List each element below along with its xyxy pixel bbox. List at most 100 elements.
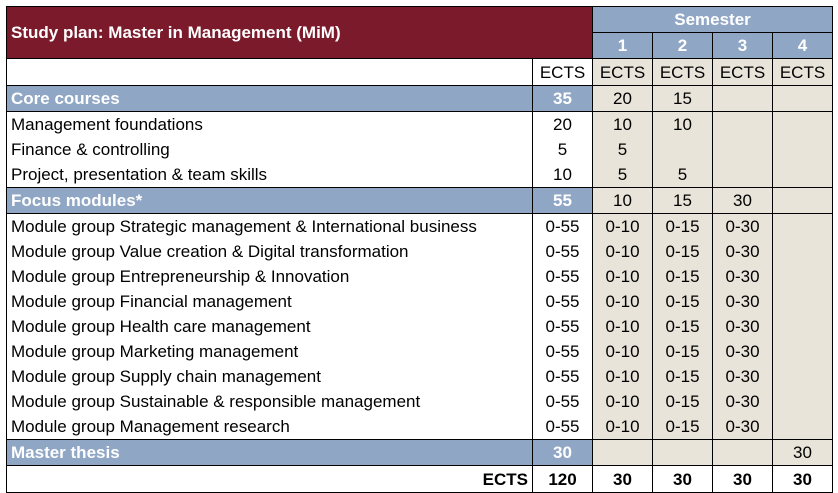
row-ects: 0-55: [531, 364, 594, 389]
row-semester-4: [772, 213, 834, 239]
row-label: Module group Value creation & Digital tr…: [6, 239, 533, 264]
row-ects: 0-55: [531, 339, 594, 364]
row-ects: 30: [531, 439, 594, 466]
row-semester-2: 0-15: [652, 339, 714, 364]
row-label: Module group Sustainable & responsible m…: [6, 389, 533, 414]
row-semester-3: 0-30: [712, 339, 774, 364]
table-row: Module group Value creation & Digital tr…: [6, 239, 834, 264]
row-semester-2: 0-15: [652, 389, 714, 414]
row-label: Module group Marketing management: [6, 339, 533, 364]
row-semester-4: [772, 314, 834, 339]
row-semester-1: 10: [592, 111, 654, 137]
row-label: Finance & controlling: [6, 137, 533, 162]
section-row: Focus modules* 55 10 15 30: [6, 187, 834, 214]
row-ects: 0-55: [531, 414, 594, 440]
empty-header-cell: [6, 58, 533, 86]
row-semester-4: [772, 137, 834, 162]
total-semester-1: 30: [592, 465, 654, 493]
ects-sem-header: ECTS: [772, 58, 834, 86]
row-semester-2: 15: [652, 85, 714, 112]
row-label: Core courses: [6, 85, 533, 112]
row-semester-1: 20: [592, 85, 654, 112]
row-semester-2: 0-15: [652, 364, 714, 389]
row-label: Module group Health care management: [6, 314, 533, 339]
row-semester-4: [772, 339, 834, 364]
row-semester-2: 0-15: [652, 289, 714, 314]
row-semester-4: [772, 187, 834, 214]
row-semester-2: [652, 137, 714, 162]
row-semester-2: 10: [652, 111, 714, 137]
row-semester-3: 0-30: [712, 239, 774, 264]
row-label: Module group Financial management: [6, 289, 533, 314]
section-row: Core courses 35 20 15: [6, 85, 834, 112]
row-semester-1: 0-10: [592, 414, 654, 440]
row-semester-3: 30: [712, 187, 774, 214]
row-semester-4: [772, 111, 834, 137]
row-semester-1: 0-10: [592, 239, 654, 264]
study-plan-table: Study plan: Master in Management (MiM) S…: [5, 6, 834, 493]
row-label: Master thesis: [6, 439, 533, 466]
row-semester-1: 0-10: [592, 314, 654, 339]
row-semester-2: 5: [652, 162, 714, 188]
row-label: Module group Management research: [6, 414, 533, 440]
row-semester-2: 15: [652, 187, 714, 214]
row-semester-4: [772, 264, 834, 289]
row-ects: 0-55: [531, 289, 594, 314]
row-semester-1: 0-10: [592, 213, 654, 239]
row-semester-3: [712, 85, 774, 112]
row-label: Module group Supply chain management: [6, 364, 533, 389]
row-label: Management foundations: [6, 111, 533, 137]
row-ects: 0-55: [531, 389, 594, 414]
row-semester-1: 0-10: [592, 339, 654, 364]
row-semester-2: 0-15: [652, 264, 714, 289]
row-semester-1: 10: [592, 187, 654, 214]
row-semester-2: 0-15: [652, 414, 714, 440]
total-semester-4: 30: [772, 465, 834, 493]
row-semester-3: 0-30: [712, 314, 774, 339]
total-semester-3: 30: [712, 465, 774, 493]
row-semester-4: [772, 239, 834, 264]
semester-header: Semester: [592, 6, 834, 33]
row-semester-3: 0-30: [712, 389, 774, 414]
section-row: Master thesis 30 30: [6, 439, 834, 466]
table-row: Module group Entrepreneurship & Innovati…: [6, 264, 834, 289]
row-semester-3: 0-30: [712, 364, 774, 389]
row-label: Module group Strategic management & Inte…: [6, 213, 533, 239]
row-semester-1: 0-10: [592, 264, 654, 289]
table-row: Module group Health care management 0-55 0…: [6, 314, 834, 339]
row-semester-4: [772, 414, 834, 440]
row-semester-4: [772, 289, 834, 314]
row-semester-1: 0-10: [592, 289, 654, 314]
row-label: Project, presentation & team skills: [6, 162, 533, 188]
table-row: Module group Sustainable & responsible m…: [6, 389, 834, 414]
row-semester-4: [772, 364, 834, 389]
table-row: Module group Financial management 0-55 0-1…: [6, 289, 834, 314]
table-row: Project, presentation & team skills 10 5 5: [6, 162, 834, 188]
row-label: Module group Entrepreneurship & Innovati…: [6, 264, 533, 289]
row-semester-1: 5: [592, 162, 654, 188]
table-title: Study plan: Master in Management (MiM): [5, 6, 594, 59]
row-semester-3: 0-30: [712, 264, 774, 289]
semester-2-header: 2: [652, 32, 714, 59]
row-label: Focus modules*: [6, 187, 533, 214]
row-semester-3: [712, 162, 774, 188]
total-row: ECTS 120 30 30 30 30: [6, 465, 834, 493]
table-row: Module group Supply chain management 0-55…: [6, 364, 834, 389]
row-semester-3: 0-30: [712, 414, 774, 440]
ects-sem-header: ECTS: [712, 58, 774, 86]
row-semester-2: 0-15: [652, 239, 714, 264]
semester-4-header: 4: [772, 32, 834, 59]
row-semester-3: [712, 439, 774, 466]
row-ects: 0-55: [531, 213, 594, 239]
total-ects: 120: [531, 465, 594, 493]
row-semester-1: 0-10: [592, 364, 654, 389]
row-semester-4: [772, 389, 834, 414]
row-semester-1: [592, 439, 654, 466]
row-semester-2: 0-15: [652, 213, 714, 239]
row-semester-1: 5: [592, 137, 654, 162]
row-ects: 20: [531, 111, 594, 137]
row-semester-2: 0-15: [652, 314, 714, 339]
row-semester-1: 0-10: [592, 389, 654, 414]
row-semester-4: [772, 85, 834, 112]
row-ects: 0-55: [531, 264, 594, 289]
